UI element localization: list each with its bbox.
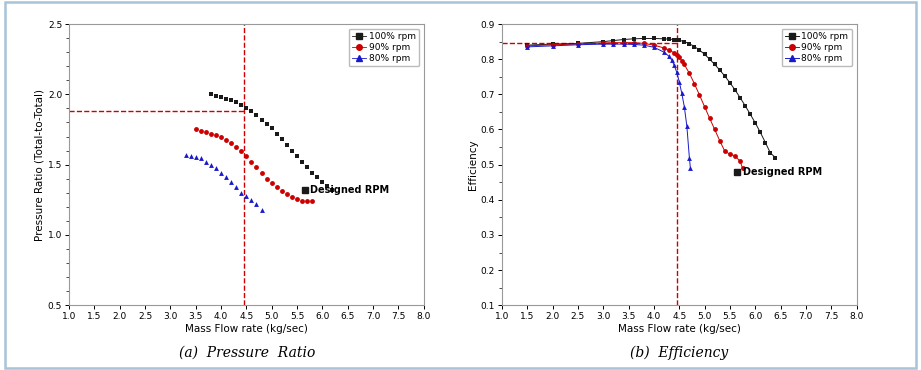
Y-axis label: Pressure Ratio (Total-to-Total): Pressure Ratio (Total-to-Total) [35,89,45,240]
Text: (a)  Pressure  Ratio: (a) Pressure Ratio [179,346,315,360]
Text: Designed RPM: Designed RPM [309,185,389,195]
X-axis label: Mass Flow rate (kg/sec): Mass Flow rate (kg/sec) [618,324,740,334]
Text: Designed RPM: Designed RPM [742,166,822,177]
Legend: 100% rpm, 90% rpm, 80% rpm: 100% rpm, 90% rpm, 80% rpm [349,28,419,66]
Text: (b)  Efficiency: (b) Efficiency [630,346,728,360]
Y-axis label: Efficiency: Efficiency [468,139,478,190]
X-axis label: Mass Flow rate (kg/sec): Mass Flow rate (kg/sec) [185,324,308,334]
Legend: 100% rpm, 90% rpm, 80% rpm: 100% rpm, 90% rpm, 80% rpm [782,28,852,66]
